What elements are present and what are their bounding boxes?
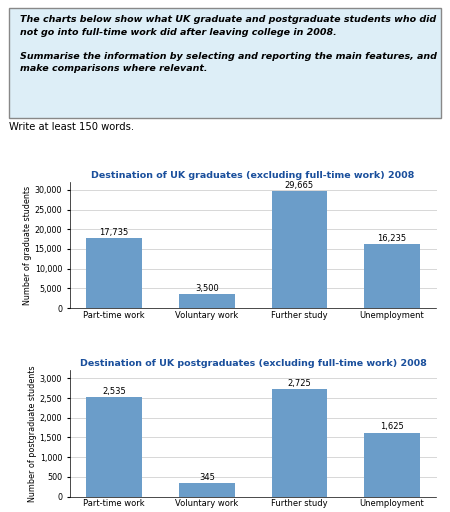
Text: 17,735: 17,735 [99, 228, 129, 237]
Text: 2,535: 2,535 [102, 387, 126, 396]
Bar [179, 483, 234, 497]
Title: Destination of UK graduates (excluding full-time work) 2008: Destination of UK graduates (excluding f… [91, 170, 415, 180]
Y-axis label: Number of postgraduate students: Number of postgraduate students [28, 365, 37, 502]
Text: 3,500: 3,500 [195, 284, 219, 293]
Bar [364, 433, 420, 497]
Title: Destination of UK postgraduates (excluding full-time work) 2008: Destination of UK postgraduates (excludi… [80, 359, 427, 368]
Text: Write at least 150 words.: Write at least 150 words. [9, 122, 134, 133]
Y-axis label: Number of graduate students: Number of graduate students [22, 185, 32, 305]
Bar [272, 389, 327, 497]
Text: 2,725: 2,725 [288, 379, 311, 388]
Bar [86, 238, 142, 308]
Text: 345: 345 [199, 473, 215, 482]
FancyBboxPatch shape [9, 8, 441, 118]
Text: 16,235: 16,235 [378, 234, 407, 243]
Text: 1,625: 1,625 [380, 422, 404, 432]
Text: The charts below show what UK graduate and postgraduate students who did
not go : The charts below show what UK graduate a… [20, 15, 436, 73]
Bar [272, 191, 327, 308]
Bar [86, 397, 142, 497]
Bar [364, 244, 420, 308]
Text: 29,665: 29,665 [285, 181, 314, 190]
Bar [179, 294, 234, 308]
